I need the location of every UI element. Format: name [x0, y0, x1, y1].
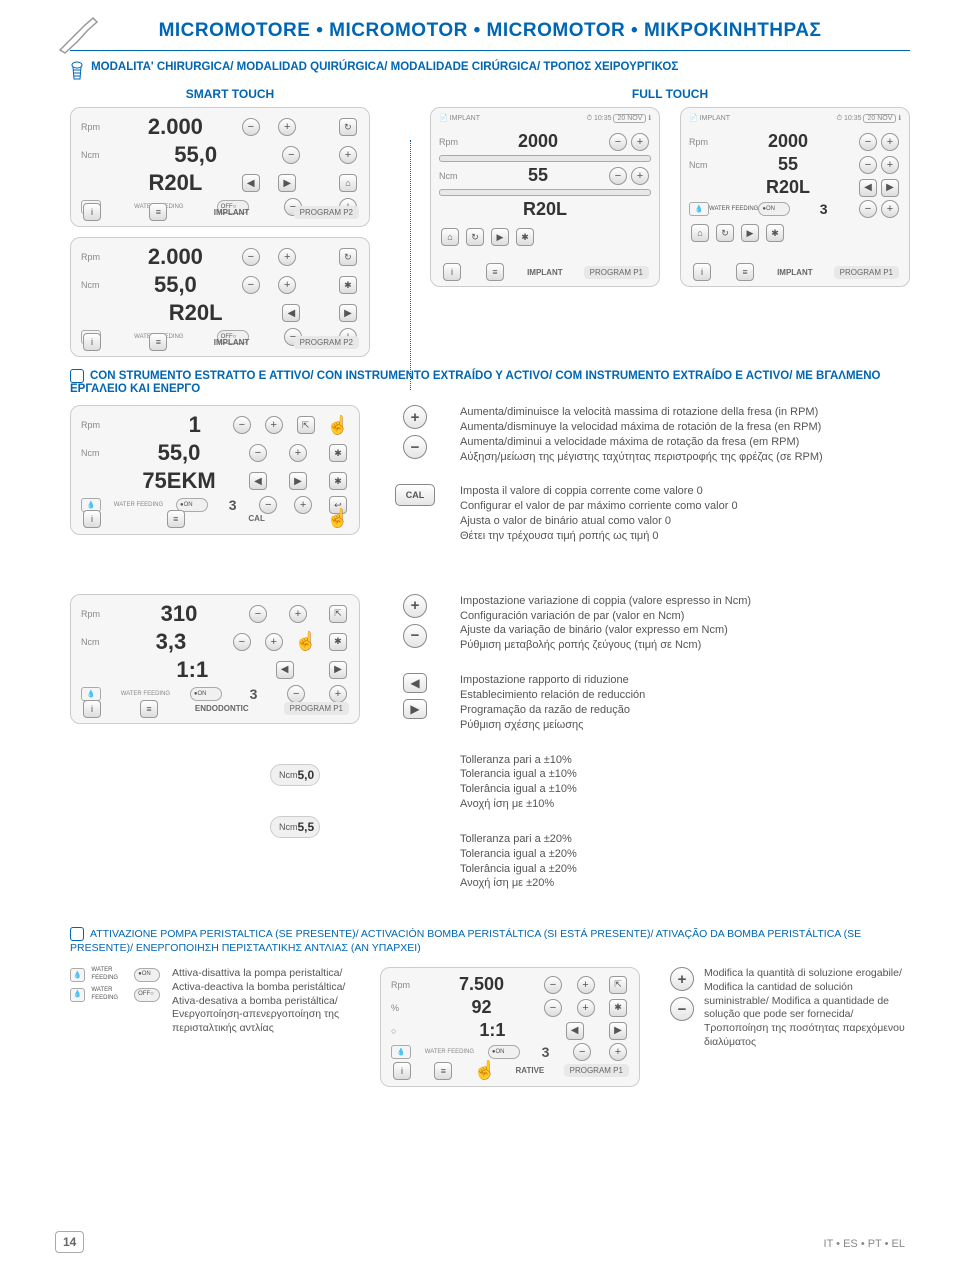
light-icon[interactable]: ✱: [339, 276, 357, 294]
panel-rative: Rpm7.500−+⇱ %92−+✱ ○1:1◀▶ 💧WATER FEEDING…: [380, 967, 640, 1087]
panel-smart-b: Rpm2.000−+↻ Ncm55,0−+✱ R20L◀▶ 💧WATER FEE…: [70, 237, 370, 357]
page-footer: IT • ES • PT • EL: [824, 1238, 905, 1250]
smart-touch-label: SMART TOUCH: [70, 87, 390, 101]
plus-icon: +: [670, 967, 694, 991]
pump-toggle-text: Attiva-disattiva la pompa peristaltica/ …: [172, 967, 350, 1035]
explain-tol10: Tolleranza pari a ±10% Tolerancia igual …: [460, 753, 577, 812]
minus-icon: −: [670, 997, 694, 1021]
divider: [70, 50, 910, 51]
explain-ncm: Impostazione variazione di coppia (valor…: [460, 594, 751, 653]
minus-icon: −: [403, 624, 427, 648]
pump-note: ATTIVAZIONE POMPA PERISTALTICA (SE PRESE…: [70, 927, 910, 955]
explain-rpm: Aumenta/diminuisce la velocità massima d…: [460, 405, 823, 464]
cal-button: CAL: [395, 484, 435, 506]
panel-full-c: 📄 IMPLANT⏱ 10:35 20 NOV ℹ Rpm2000−+ Ncm5…: [430, 107, 660, 287]
minus-icon: −: [403, 435, 427, 459]
section-active-instrument: CON STRUMENTO ESTRATTO E ATTIVO/ CON INS…: [70, 369, 910, 395]
panel-cal: Rpm1−+⇱☝ Ncm55,0−+✱ 75EKM◀▶✱ 💧WATER FEED…: [70, 405, 360, 535]
full-touch-label: FULL TOUCH: [430, 87, 910, 101]
hand-pointer-icon: ☝: [327, 415, 349, 436]
plus-icon: +: [403, 405, 427, 429]
hand-pointer-icon: ☝: [474, 1060, 496, 1081]
left-arrow[interactable]: ◀: [242, 174, 260, 192]
explain-cal: Imposta il valore di coppia corrente com…: [460, 484, 738, 543]
hand-pointer-icon: ☝: [327, 508, 349, 529]
home-icon[interactable]: ⌂: [339, 174, 357, 192]
water-icon: 💧: [70, 968, 85, 982]
right-arrow[interactable]: ▶: [278, 174, 296, 192]
rotation-icon[interactable]: ↻: [339, 118, 357, 136]
vertical-divider: [410, 140, 411, 390]
explain-ratio: Impostazione rapporto di riduzione Estab…: [460, 673, 645, 732]
panel-smart-a: Rpm2.000−+↻ Ncm55,0−+ R20L◀▶⌂ 💧WATER FEE…: [70, 107, 370, 227]
implant-icon: [70, 61, 84, 81]
explain-tol20: Tolleranza pari a ±20% Tolerancia igual …: [460, 832, 577, 891]
ncm-chip-50: Ncm5,0: [270, 764, 320, 786]
page-number: 14: [55, 1231, 84, 1253]
list-icon[interactable]: ≡: [149, 203, 167, 221]
solution-qty-text: Modifica la quantità di soluzione erogab…: [704, 967, 910, 1049]
water-on-toggle[interactable]: ● ON: [134, 968, 160, 982]
minus-button[interactable]: −: [242, 118, 260, 136]
left-arrow-icon: ◀: [403, 673, 427, 693]
info-icon[interactable]: i: [83, 203, 101, 221]
ncm-chip-55: Ncm5,5: [270, 816, 320, 838]
plus-button[interactable]: +: [278, 118, 296, 136]
plus-icon: +: [403, 594, 427, 618]
hand-pointer-icon: ☝: [295, 631, 317, 652]
right-arrow-icon: ▶: [403, 699, 427, 719]
panel-full-d: 📄 IMPLANT⏱ 10:35 20 NOV ℹ Rpm2000−+ Ncm5…: [680, 107, 910, 287]
page-title: MICROMOTORE • MICROMOTOR • MICROMOTOR • …: [70, 20, 910, 42]
checkbox-icon: [70, 369, 84, 383]
handpiece-icon: [55, 15, 100, 55]
subtitle: MODALITA' CHIRURGICA/ MODALIDAD QUIRÚRGI…: [91, 61, 678, 73]
panel-endo: Rpm310−+⇱ Ncm3,3−+☝✱ 1:1◀▶ 💧WATER FEEDIN…: [70, 594, 360, 724]
expand-icon[interactable]: ⇱: [297, 416, 315, 434]
water-off-toggle[interactable]: OFF ○: [134, 988, 160, 1002]
